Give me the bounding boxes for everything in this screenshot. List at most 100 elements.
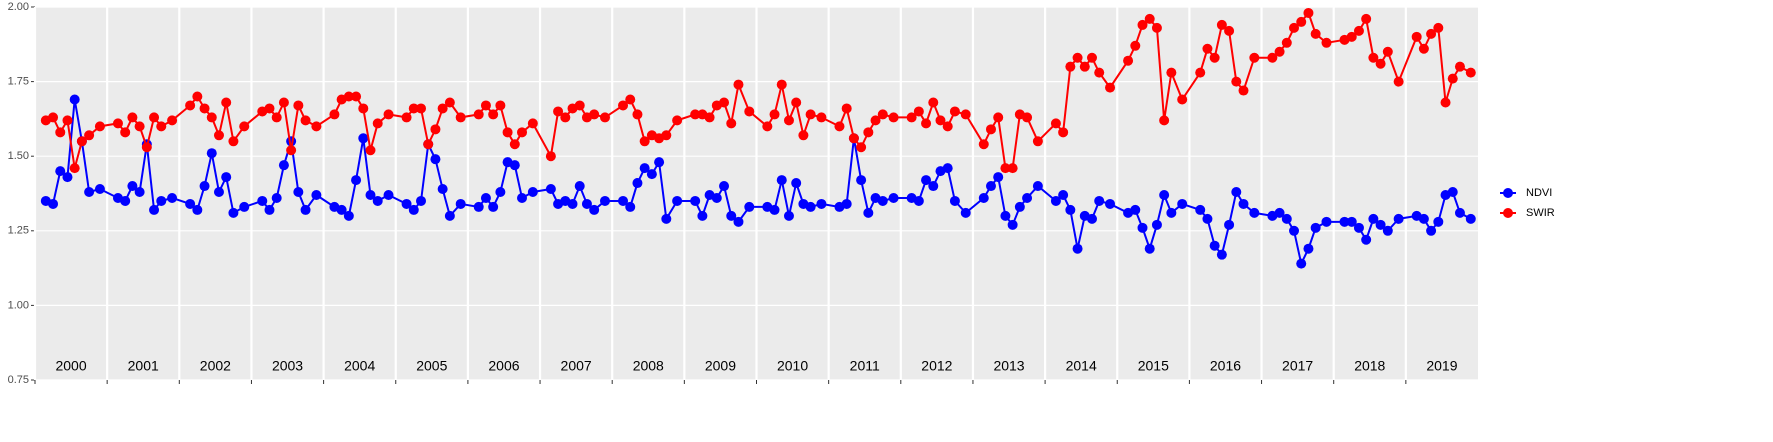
x-tick-label: 2017 xyxy=(1282,358,1313,374)
data-point xyxy=(48,198,59,209)
data-point xyxy=(1321,216,1332,227)
data-point xyxy=(1144,243,1155,254)
data-point xyxy=(856,175,867,186)
data-point xyxy=(1238,85,1249,96)
data-point xyxy=(1224,219,1235,230)
data-point xyxy=(921,118,932,129)
data-point xyxy=(1267,52,1278,63)
data-point xyxy=(76,136,87,147)
data-point xyxy=(199,181,210,192)
data-point xyxy=(156,121,167,132)
data-point xyxy=(343,210,354,221)
data-point xyxy=(805,201,816,212)
data-point xyxy=(1086,52,1097,63)
data-point xyxy=(509,160,520,171)
data-point xyxy=(149,112,160,123)
data-point xyxy=(62,172,73,183)
data-point xyxy=(672,195,683,206)
data-point xyxy=(1346,31,1357,42)
data-point xyxy=(711,192,722,203)
data-point xyxy=(783,115,794,126)
data-point xyxy=(351,91,362,102)
data-point xyxy=(816,198,827,209)
data-point xyxy=(1382,225,1393,236)
data-point xyxy=(1289,22,1300,33)
data-point xyxy=(921,175,932,186)
data-point xyxy=(1411,31,1422,42)
data-point xyxy=(372,118,383,129)
data-point xyxy=(574,100,585,111)
data-point xyxy=(1393,213,1404,224)
legend-marker xyxy=(1503,188,1513,198)
data-point xyxy=(134,121,145,132)
data-point xyxy=(1216,19,1227,30)
data-point xyxy=(430,154,441,165)
data-point xyxy=(1368,213,1379,224)
data-point xyxy=(776,175,787,186)
data-point xyxy=(545,184,556,195)
data-point xyxy=(84,187,95,198)
data-point xyxy=(343,91,354,102)
x-tick-label: 2018 xyxy=(1354,358,1385,374)
data-point xyxy=(1361,13,1372,24)
data-point xyxy=(1202,43,1213,54)
data-point xyxy=(1465,67,1476,78)
data-point xyxy=(574,181,585,192)
data-point xyxy=(906,112,917,123)
data-point xyxy=(1065,61,1076,72)
data-point xyxy=(1130,204,1141,215)
data-point xyxy=(1289,225,1300,236)
data-point xyxy=(1094,195,1105,206)
data-point xyxy=(495,187,506,198)
data-point xyxy=(1418,213,1429,224)
data-point xyxy=(848,133,859,144)
x-tick-label: 2011 xyxy=(850,358,880,374)
data-point xyxy=(599,112,610,123)
data-point xyxy=(1281,37,1292,48)
data-point xyxy=(1000,163,1011,174)
data-point xyxy=(94,121,105,132)
data-point xyxy=(672,115,683,126)
data-point xyxy=(286,145,297,156)
data-point xyxy=(841,103,852,114)
data-point xyxy=(127,181,138,192)
data-point xyxy=(949,106,960,117)
data-point xyxy=(1433,216,1444,227)
data-point xyxy=(877,109,888,120)
data-point xyxy=(567,198,578,209)
data-point xyxy=(401,198,412,209)
data-point xyxy=(221,172,232,183)
data-point xyxy=(1032,136,1043,147)
data-point xyxy=(311,189,322,200)
data-point xyxy=(495,100,506,111)
data-point xyxy=(993,112,1004,123)
data-point xyxy=(455,198,466,209)
data-point xyxy=(1231,187,1242,198)
data-point xyxy=(1105,82,1116,93)
data-point xyxy=(661,213,672,224)
data-point xyxy=(1447,187,1458,198)
data-point xyxy=(960,207,971,218)
data-point xyxy=(444,97,455,108)
data-point xyxy=(1094,67,1105,78)
data-point xyxy=(383,109,394,120)
data-point xyxy=(888,112,899,123)
data-point xyxy=(1007,219,1018,230)
x-tick-label: 2016 xyxy=(1210,358,1241,374)
data-point xyxy=(1159,189,1170,200)
data-point xyxy=(960,109,971,120)
data-point xyxy=(264,103,275,114)
data-point xyxy=(480,100,491,111)
data-point xyxy=(329,109,340,120)
y-tick-label: 0.75 xyxy=(8,374,29,386)
data-point xyxy=(560,112,571,123)
data-point xyxy=(589,204,600,215)
data-point xyxy=(1105,198,1116,209)
data-point xyxy=(1195,67,1206,78)
data-point xyxy=(1130,40,1141,51)
x-tick-label: 2012 xyxy=(921,358,952,374)
data-point xyxy=(632,109,643,120)
data-point xyxy=(480,192,491,203)
x-tick-label: 2009 xyxy=(705,358,736,374)
y-tick-label: 1.75 xyxy=(8,76,29,88)
